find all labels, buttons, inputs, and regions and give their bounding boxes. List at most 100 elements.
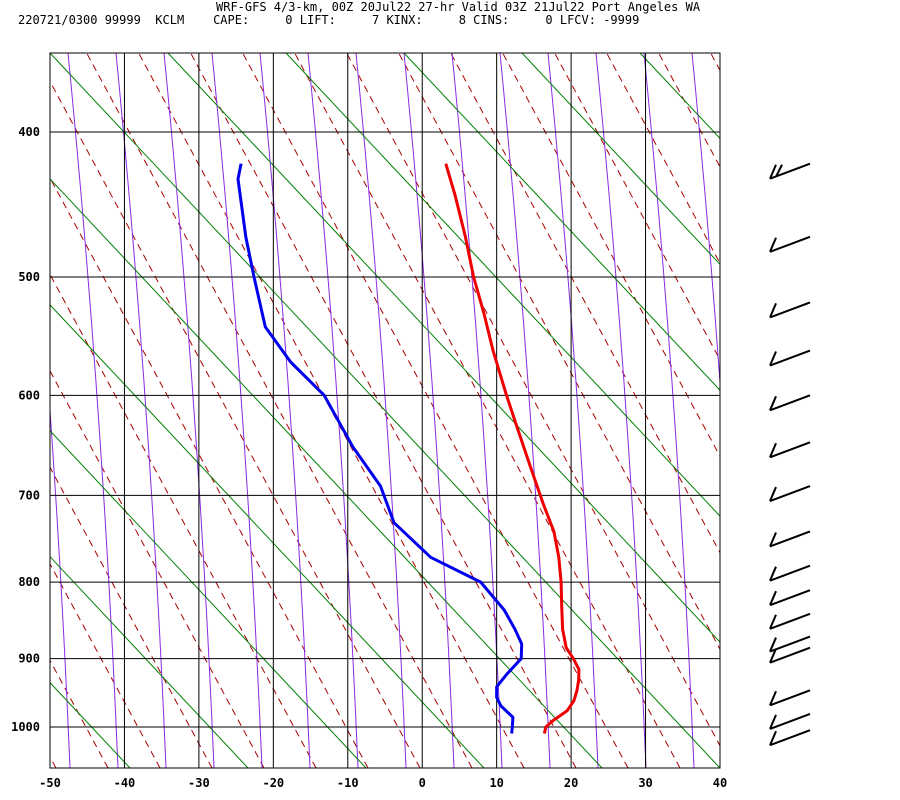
moist-adiabat-line [67,53,119,768]
moist-adiabat-line [595,53,647,768]
mixing-ratio-line [758,53,900,768]
y-tick-label: 700 [18,488,40,502]
y-tick-label: 500 [18,270,40,284]
moist-adiabat-line [403,53,455,768]
wind-barb [769,646,811,664]
dry-adiabat-line [86,53,473,768]
x-tick-label: -20 [262,776,284,790]
barb-staff [769,530,811,548]
barb-flag [769,351,777,366]
barb-flag [769,303,777,318]
dry-adiabat-line [710,53,720,72]
dry-adiabat-line [294,53,681,768]
temperature-profile-line [444,163,581,734]
x-tick-label: -50 [39,776,61,790]
dry-adiabat-line [502,53,720,458]
barb-staff [769,485,811,503]
barb-staff [769,235,811,253]
barb-staff [769,349,811,367]
moist-adiabat-line [259,53,311,768]
dry-adiabat-line [346,53,720,747]
mixing-ratio-line [50,53,720,768]
wind-barb [769,689,811,707]
moist-adiabat-line [163,53,215,768]
barb-staff [769,301,811,319]
dry-adiabat-line [138,53,525,768]
mixing-ratio-line [50,304,485,768]
barb-flag [769,690,777,706]
moist-adiabat-line [547,53,599,768]
barb-staff [769,441,811,459]
wind-barb [769,235,811,253]
x-tick-label: 0 [419,776,426,790]
x-tick-label: -30 [188,776,210,790]
dry-adiabat-line [50,562,161,768]
dry-adiabat-line [450,53,720,554]
x-tick-label: -10 [337,776,359,790]
plot-frame [49,52,721,769]
reference-lines [0,0,900,768]
barb-flag [769,730,777,746]
barb-flag [769,566,777,582]
dry-adiabat-line [50,369,265,768]
y-tick-label: 800 [18,575,40,589]
y-tick-label: 400 [18,125,40,139]
series-layer [236,163,581,734]
barb-flag [769,614,777,630]
dry-adiabat-line [50,176,369,768]
x-tick-label: 40 [713,776,727,790]
barb-staff [769,564,811,582]
moist-adiabat-line [50,403,71,768]
dry-adiabat-line [398,53,720,651]
barb-staff [769,689,811,707]
dry-adiabat-line [190,53,577,768]
mixing-ratio-line [521,53,720,266]
mixing-ratio-line [50,430,367,768]
barb-staff [769,729,811,747]
y-tick-label: 1000 [11,720,40,734]
barb-flag [769,590,777,606]
chart-title: WRF-GFS 4/3-km, 00Z 20Jul22 27-hr Valid … [216,0,701,14]
wind-barb [769,712,811,730]
barb-flag [769,442,777,458]
barb-flag [769,395,777,411]
wind-barb [769,729,811,747]
moist-adiabat-line [451,53,503,768]
barb-flag [769,648,777,664]
barb-staff [769,394,811,412]
chart-subtitle: 220721/0300 99999 KCLM CAPE: 0 LIFT: 7 K… [18,13,640,27]
x-tick-label: -40 [114,776,136,790]
wind-barbs [769,162,811,747]
y-tick-label: 900 [18,652,40,666]
mixing-ratio-line [285,53,720,517]
moist-adiabat-line [643,53,695,768]
dry-adiabat-line [0,0,4,768]
dry-adiabat-line [50,80,421,768]
mixing-ratio-line [876,53,900,768]
wind-barb [769,530,811,548]
mixing-ratio-line [0,53,12,768]
barb-flag [769,164,777,180]
dry-adiabat-line [50,466,213,768]
y-tick-labels: 400 500 600 700 800 900 1000 [11,125,40,734]
wind-barb [769,349,811,367]
dry-adiabat-line [658,53,720,168]
moist-adiabat-line [211,53,263,768]
x-tick-labels: -50 -40 -30 -20 -10 0 10 20 30 40 [39,776,727,790]
wind-barb [769,394,811,412]
moist-adiabat-line [115,53,167,768]
barb-staff [769,612,811,630]
x-tick-label: 30 [638,776,652,790]
wind-barb [769,301,811,319]
x-tick-label: 20 [564,776,578,790]
barb-flag [769,532,777,547]
barb-flag [769,237,777,253]
mixing-ratio-line [50,178,603,768]
barb-flag [775,164,783,178]
dry-adiabat-line [554,53,720,361]
moist-adiabat-line [307,53,359,768]
moist-adiabat-line [691,53,720,390]
barb-flag [769,486,777,502]
dry-adiabat-line [242,53,629,768]
